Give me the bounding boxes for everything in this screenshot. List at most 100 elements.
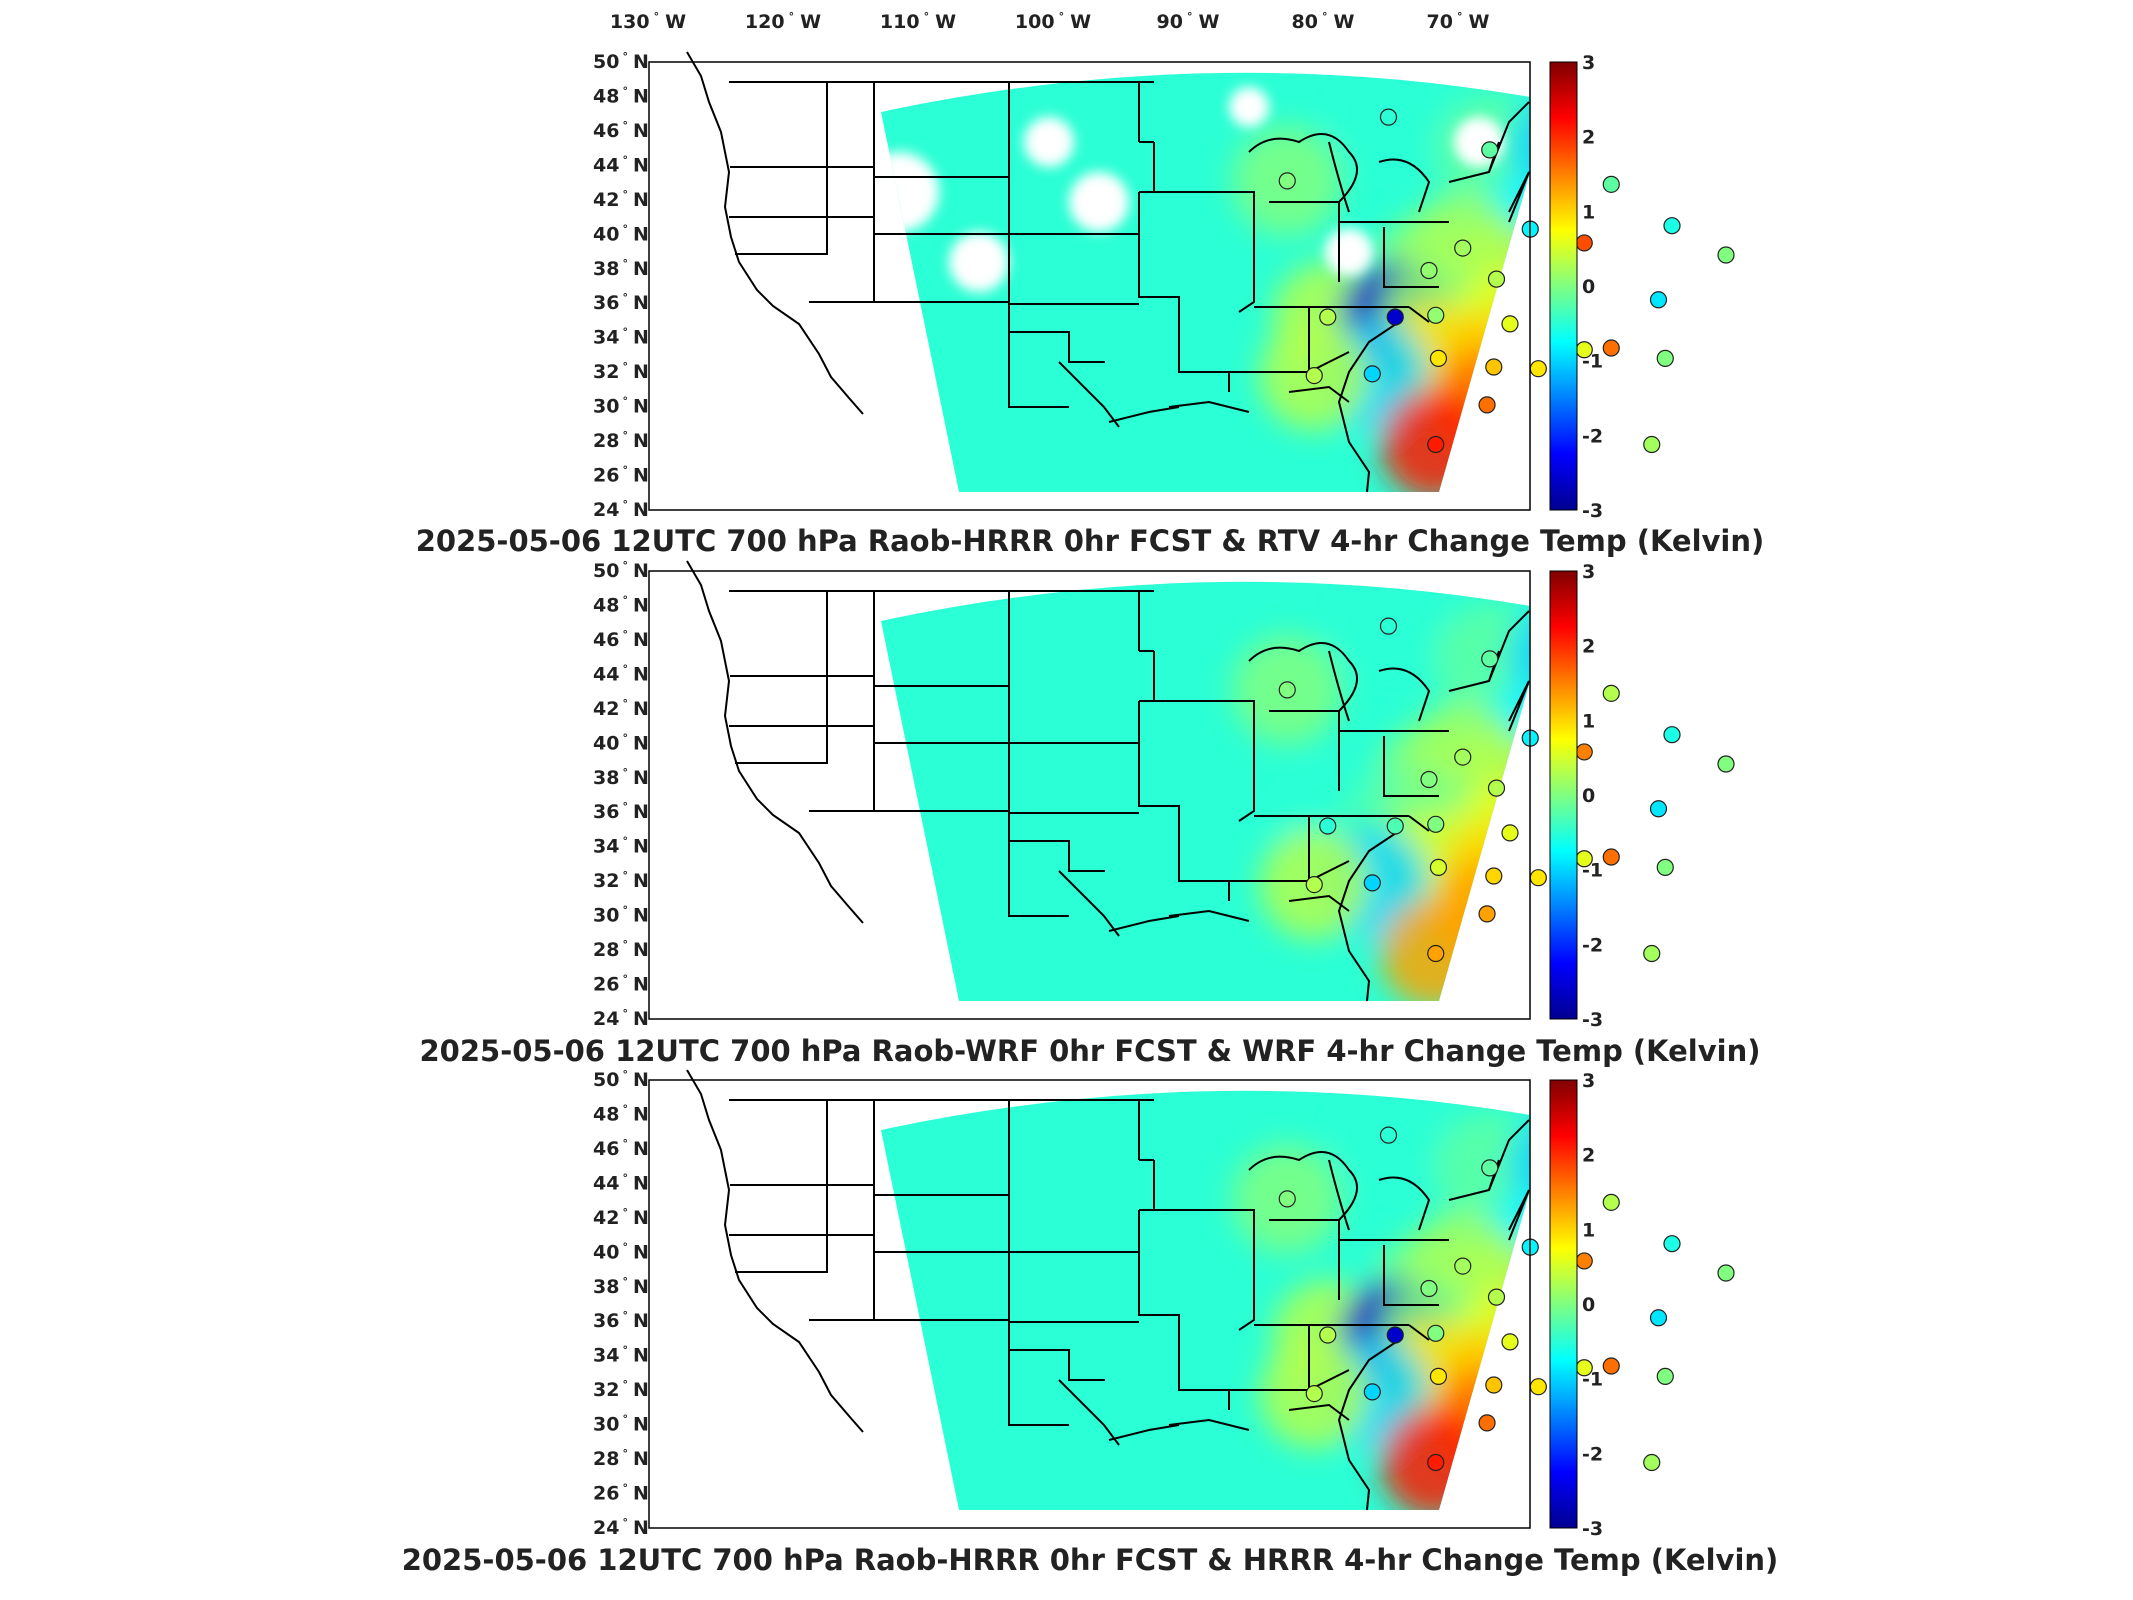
- lat-tick-label: 40 ° N: [593, 731, 649, 754]
- border-line: [735, 162, 828, 255]
- raob-station-marker: [1663, 1235, 1681, 1253]
- border-line: [1154, 191, 1255, 222]
- colorbar-gradient: [1549, 1079, 1578, 1529]
- colorbar-tick-label: -3: [1582, 1518, 1603, 1540]
- border-line: [686, 560, 864, 924]
- raob-station-marker: [1501, 1333, 1519, 1351]
- colorbar-tick-label: 0: [1582, 785, 1595, 807]
- missing-data-patch: [1024, 117, 1074, 167]
- raob-station-marker: [1319, 817, 1337, 835]
- lat-tick-label: 30 ° N: [593, 904, 649, 927]
- colorbar-tick-label: -3: [1582, 500, 1603, 522]
- colorbar: 3 2 1 0 -1 -2 -3: [1549, 1070, 1603, 1540]
- panel-title-wrf: 2025-05-06 12UTC 700 hPa Raob-WRF 0hr FC…: [419, 1034, 1760, 1068]
- raob-station-marker: [1649, 800, 1668, 818]
- raob-station-marker: [1420, 770, 1438, 789]
- border-line: [1378, 1176, 1431, 1231]
- raob-station-marker: [1305, 1385, 1323, 1403]
- border-line: [1008, 234, 1069, 408]
- raob-station-marker: [1663, 217, 1681, 235]
- raob-station-marker: [1363, 874, 1381, 892]
- border-line: [1508, 1189, 1530, 1241]
- colorbar-tick-label: 0: [1582, 276, 1595, 298]
- lat-tick-label: 50 ° N: [593, 559, 649, 582]
- border-line: [1508, 171, 1530, 223]
- raob-station-marker: [1575, 743, 1593, 761]
- border-line: [1383, 227, 1439, 288]
- lat-tick-label: 38 ° N: [593, 257, 649, 280]
- raob-station-marker: [1363, 1383, 1381, 1401]
- raob-station-marker: [1478, 396, 1496, 414]
- raob-station-marker: [1427, 1453, 1445, 1472]
- border-line: [1178, 813, 1230, 901]
- raob-station-marker: [1454, 239, 1472, 257]
- raob-station-marker: [1501, 315, 1519, 333]
- raob-station-marker: [1454, 1257, 1472, 1275]
- border-line: [730, 82, 875, 168]
- temperature-field: [881, 1090, 1530, 1511]
- map-frame: [648, 570, 1531, 1020]
- colorbar-ticks: 3 2 1 0 -1 -2 -3: [1582, 52, 1603, 522]
- raob-station-marker: [1643, 1453, 1661, 1472]
- colorbar-tick-label: 2: [1582, 636, 1595, 658]
- border-line: [1108, 406, 1180, 423]
- lat-tick-label: 46 ° N: [593, 628, 649, 651]
- border-line: [1138, 743, 1180, 813]
- border-line: [1058, 870, 1120, 937]
- raob-station-marker: [1363, 365, 1381, 383]
- missing-data-patch: [949, 232, 1009, 292]
- map-panel-rtv: 50 ° N 48 ° N 46 ° N 44 ° N 42 ° N 40 ° N 38 ° N 36 ° N 34 ° N 32 ° N…: [593, 50, 1735, 521]
- raob-station-marker: [1485, 358, 1503, 376]
- lat-tick-label: 40 ° N: [593, 1240, 649, 1263]
- colorbar: 3 2 1 0 -1 -2 -3: [1549, 52, 1603, 522]
- border-line: [1238, 731, 1255, 822]
- colorbar-tick-label: 1: [1582, 1219, 1595, 1241]
- border-line: [1328, 650, 1350, 722]
- border-line: [1238, 1240, 1255, 1331]
- border-line: [1008, 304, 1105, 363]
- lat-tick-label: 38 ° N: [593, 1275, 649, 1298]
- raob-station-marker: [1427, 306, 1445, 324]
- raob-station-marker: [1717, 755, 1735, 773]
- lat-tick-label: 46 ° N: [593, 119, 649, 142]
- raob-station-marker: [1319, 308, 1337, 326]
- lat-tick-label: 26 ° N: [593, 1482, 649, 1505]
- lon-tick-label: 100 ° W: [1015, 10, 1091, 33]
- map-frame: [648, 61, 1531, 511]
- colorbar-tick-label: 1: [1582, 201, 1595, 223]
- raob-station-marker: [1481, 1159, 1499, 1177]
- border-line: [1058, 361, 1120, 428]
- raob-station-marker: [1379, 617, 1398, 635]
- border-line: [1248, 1151, 1358, 1221]
- raob-station-marker: [1717, 246, 1735, 264]
- raob-station-marker: [1485, 867, 1503, 885]
- raob-station-marker: [1529, 360, 1547, 378]
- missing-data-patch: [1454, 117, 1504, 167]
- lat-tick-label: 32 ° N: [593, 1378, 649, 1401]
- raob-stations: [1278, 108, 1735, 454]
- lat-tick-label: 44 ° N: [593, 153, 649, 176]
- raob-station-marker: [1278, 681, 1296, 699]
- border-line: [730, 591, 875, 677]
- border-line: [1168, 400, 1250, 413]
- raob-station-marker: [1602, 175, 1620, 193]
- colorbar-gradient: [1549, 61, 1578, 511]
- lat-tick-label: 44 ° N: [593, 662, 649, 685]
- colorbar-tick-label: 2: [1582, 127, 1595, 149]
- raob-station-marker: [1602, 1193, 1620, 1211]
- border-line: [1138, 234, 1180, 304]
- border-line: [1168, 909, 1250, 922]
- raob-station-marker: [1643, 435, 1661, 454]
- border-line: [1008, 813, 1105, 872]
- raob-station-marker: [1602, 848, 1620, 866]
- raob-station-marker: [1427, 815, 1445, 833]
- colorbar-tick-label: 0: [1582, 1294, 1595, 1316]
- border-line: [686, 51, 864, 415]
- border-line: [1288, 1403, 1350, 1421]
- raob-station-marker: [1379, 1126, 1398, 1144]
- border-line: [1337, 1339, 1400, 1511]
- lat-tick-label: 30 ° N: [593, 395, 649, 418]
- raob-station-marker: [1386, 308, 1404, 326]
- border-line: [1383, 736, 1439, 797]
